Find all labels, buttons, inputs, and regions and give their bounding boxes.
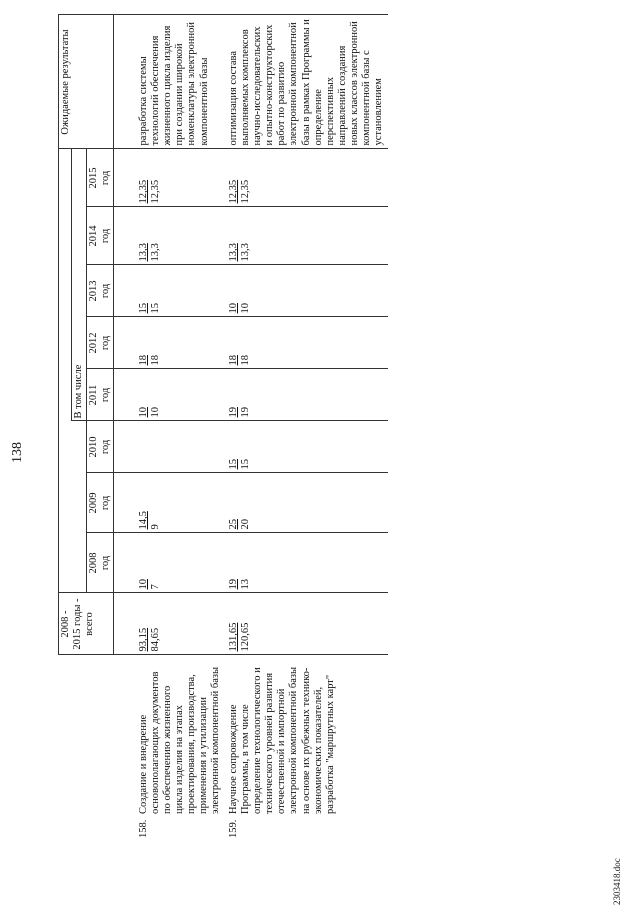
- value-2015: 12,35 12,35: [113, 149, 226, 207]
- year-2008-header: 2008 год: [86, 533, 114, 593]
- name-header: [58, 655, 114, 841]
- value-2015: 12,35 12,35: [225, 149, 388, 207]
- value-2009: 14,5 9: [113, 473, 226, 533]
- year-2014-header: 2014 год: [86, 207, 114, 265]
- row-name-cell: 158. Создание и внедрение основополагающи…: [113, 655, 226, 841]
- file-name-footer: 2303418.doc: [612, 858, 622, 905]
- value-2014: 13,3 13,3: [113, 207, 226, 265]
- year-2012-header: 2012 год: [86, 317, 114, 369]
- value-2010: [113, 421, 226, 473]
- year-2010-header: 2010 год: [86, 421, 114, 473]
- row-name: Научное сопровождение Программы, в том ч…: [228, 666, 336, 814]
- program-table: 2008 - 2015 годы - всего Ожидаемые резул…: [58, 15, 388, 841]
- years-group-spacer: [71, 421, 87, 593]
- year-2015-header: 2015 год: [86, 149, 114, 207]
- value-2013: 10 10: [225, 265, 388, 317]
- expected-results-header: Ожидаемые результаты: [58, 15, 114, 149]
- value-2011: 10 10: [113, 369, 226, 421]
- total-header-line3: всего: [84, 612, 96, 636]
- result-cell: разработка системы технологий обеспечени…: [113, 15, 226, 149]
- value-2010: 15 15: [225, 421, 388, 473]
- row-number: 159.: [228, 819, 240, 838]
- year-2011-header: 2011 год: [86, 369, 114, 421]
- value-2013: 15 15: [113, 265, 226, 317]
- total-header-line1: 2008 -: [60, 610, 71, 638]
- years-group-top: [58, 149, 72, 593]
- total-header-line2: 2015 годы -: [72, 598, 84, 650]
- total-cell: 131,65 120,65: [225, 593, 388, 655]
- table-row: 159. Научное сопровождение Программы, в т…: [225, 15, 388, 841]
- year-2013-header: 2013 год: [86, 265, 114, 317]
- page-number: 138: [10, 442, 25, 463]
- value-2008: 10 7: [113, 533, 226, 593]
- value-2012: 18 18: [225, 317, 388, 369]
- row-name: Создание и внедрение основополагающих до…: [137, 666, 222, 814]
- value-2014: 13,3 13,3: [225, 207, 388, 265]
- value-2008: 19 13: [225, 533, 388, 593]
- row-name-cell: 159. Научное сопровождение Программы, в т…: [225, 655, 388, 841]
- row-number: 158.: [137, 819, 149, 838]
- value-2012: 18 18: [113, 317, 226, 369]
- value-2009: 25 20: [225, 473, 388, 533]
- year-2009-header: 2009 год: [86, 473, 114, 533]
- total-header: 2008 - 2015 годы - всего: [58, 593, 114, 655]
- table-row: 158. Создание и внедрение основополагающи…: [113, 15, 226, 841]
- total-cell: 93,15 84,65: [113, 593, 226, 655]
- value-2011: 19 19: [225, 369, 388, 421]
- result-cell: оптимизация состава выполняемых комплекс…: [225, 15, 388, 149]
- in-that-number-label: В том числе: [71, 149, 87, 421]
